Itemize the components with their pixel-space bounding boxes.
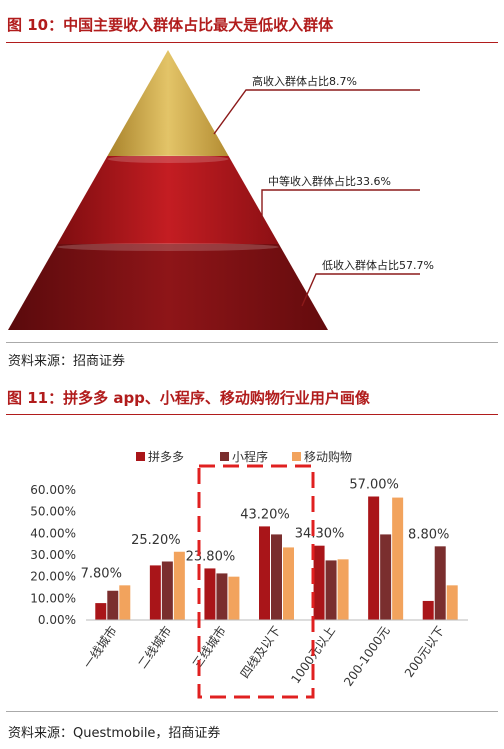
bar xyxy=(119,585,131,620)
data-label: 23.80% xyxy=(186,549,236,564)
x-tick-label: 三线城市 xyxy=(189,623,229,671)
bar xyxy=(325,560,337,620)
data-label: 25.20% xyxy=(131,533,181,548)
figure11-title-rule xyxy=(6,414,498,415)
y-tick-label: 50.00% xyxy=(30,505,76,519)
x-tick-label: 四线及以下 xyxy=(238,624,284,681)
bar xyxy=(204,568,216,620)
bar xyxy=(149,565,161,620)
data-label: 7.80% xyxy=(81,566,122,581)
data-labels: 7.80% 25.20% 23.80% 43.20% 34.30% 57.00% 8.80% xyxy=(81,478,450,582)
label-leader-line xyxy=(213,89,420,135)
y-tick-label: 30.00% xyxy=(30,548,76,562)
bar xyxy=(283,547,294,620)
y-tick-label: 0.00% xyxy=(38,613,76,627)
x-tick-label: 一线城市 xyxy=(80,623,120,671)
figure10-source: 资料来源：招商证券 xyxy=(8,354,126,369)
bar xyxy=(173,551,185,620)
label-high-income: 高收入群体占比8.7% xyxy=(252,74,357,88)
pyramid-low-income-segment xyxy=(8,244,328,330)
bar xyxy=(216,573,228,620)
bar-series xyxy=(95,496,458,620)
data-label: 43.20% xyxy=(240,507,290,522)
label-leader-line xyxy=(261,189,420,226)
y-tick-label: 40.00% xyxy=(30,526,76,540)
pyramid-segment-highlight xyxy=(57,243,279,251)
pyramid-high-income-segment xyxy=(107,50,229,156)
figure10-pyramid-chart: 高收入群体占比8.7% 中等收入群体占比33.6% 低收入群体占比57.7% xyxy=(8,50,434,330)
pyramid-middle-income-segment xyxy=(57,156,279,244)
legend-swatch xyxy=(136,452,145,461)
bar xyxy=(434,546,446,620)
bar xyxy=(228,576,240,620)
legend-label: 小程序 xyxy=(232,449,268,464)
bar xyxy=(422,600,434,620)
y-tick-label: 20.00% xyxy=(30,570,76,584)
figure10-title-rule xyxy=(6,42,498,43)
bar xyxy=(107,590,119,620)
x-tick-label: 200元以下 xyxy=(402,624,447,680)
bar xyxy=(446,585,458,620)
legend-label: 移动购物 xyxy=(304,449,352,464)
chart-legend: 拼多多 小程序 移动购物 xyxy=(136,449,352,464)
bar xyxy=(95,603,107,620)
figure10-title: 图 10：中国主要收入群体占比最大是低收入群体 xyxy=(7,16,334,34)
figure11-bar-chart: 拼多多 小程序 移动购物 0.00% 10.00% 20.00% 30.00% 40.00%… xyxy=(30,449,468,699)
figure11-source-rule xyxy=(6,711,498,712)
y-tick-label: 60.00% xyxy=(30,483,76,497)
legend-swatch xyxy=(220,452,229,461)
label-low-income: 低收入群体占比57.7% xyxy=(322,258,434,272)
label-middle-income: 中等收入群体占比33.6% xyxy=(268,174,391,188)
figure11-source: 资料来源：Questmobile，招商证券 xyxy=(8,726,221,741)
x-tick-label: 200-1000元 xyxy=(341,624,392,689)
highlight-box xyxy=(197,464,315,699)
bar xyxy=(368,496,380,620)
pyramid-segment-highlight xyxy=(107,155,229,163)
y-axis: 0.00% 10.00% 20.00% 30.00% 40.00% 50.00% 60.00… xyxy=(30,483,76,627)
bar xyxy=(259,526,270,620)
label-leader-line xyxy=(301,273,420,307)
figure10-source-rule xyxy=(6,342,498,343)
legend-swatch xyxy=(292,452,301,461)
x-tick-label: 二线城市 xyxy=(134,623,174,671)
bar xyxy=(271,534,282,620)
data-label: 8.80% xyxy=(408,527,449,542)
bar xyxy=(380,534,392,620)
bar xyxy=(313,545,325,620)
figure11-title: 图 11：拼多多 app、小程序、移动购物行业用户画像 xyxy=(7,389,370,407)
y-tick-label: 10.00% xyxy=(30,591,76,605)
bar xyxy=(337,559,349,620)
bar xyxy=(161,561,173,620)
data-label: 57.00% xyxy=(349,478,399,493)
bar xyxy=(392,497,404,620)
data-label: 34.30% xyxy=(295,527,345,542)
legend-label: 拼多多 xyxy=(148,450,184,464)
x-axis: 一线城市 二线城市 三线城市 四线及以下 1000元以上 200-1000元 200元以下 xyxy=(80,619,468,689)
